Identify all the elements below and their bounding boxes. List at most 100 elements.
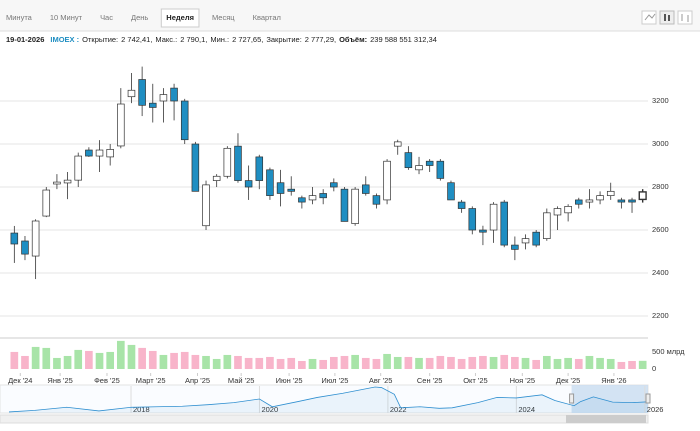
- candle-body: [638, 191, 647, 201]
- volume-bar: [329, 356, 338, 369]
- x-tick-label: Сен '25: [417, 376, 443, 385]
- tab[interactable]: Час: [100, 13, 113, 22]
- candle-body: [170, 87, 178, 102]
- candle-body: [393, 141, 402, 147]
- candle-body: [42, 189, 51, 217]
- candle-body: [468, 208, 477, 231]
- icon-line[interactable]: [641, 10, 657, 25]
- info-text: Мин.:: [210, 35, 229, 44]
- volume-bar: [361, 357, 370, 369]
- info-text: Закрытие:: [266, 35, 301, 44]
- volume-bar: [287, 357, 296, 369]
- volume-bar: [436, 355, 445, 369]
- candle-body: [404, 152, 413, 169]
- info-text: 2 777,29,: [305, 35, 336, 44]
- navigator-bg: [0, 384, 649, 414]
- info-text: 2 790,1,: [180, 35, 207, 44]
- candle-body: [383, 160, 391, 201]
- scrollbar[interactable]: [0, 414, 649, 424]
- candle-body: [74, 155, 82, 181]
- volume-bar: [383, 353, 391, 369]
- candle-body: [308, 195, 317, 201]
- x-tick-label: Май '25: [228, 376, 255, 385]
- candle-body: [511, 244, 519, 250]
- x-tick-label: 2020: [261, 405, 278, 414]
- y-tick-label: 3000: [652, 139, 669, 148]
- info-text: 19-01-2026: [6, 35, 44, 44]
- candle-body: [95, 149, 104, 157]
- candle-body: [31, 220, 40, 257]
- info-line: 19-01-2026 IMOEX : Открытие: 2 742,41, Макс.…: [6, 35, 437, 44]
- y-tick-label: 2600: [652, 225, 669, 234]
- volume-bar: [319, 359, 328, 369]
- candle-body: [606, 190, 615, 196]
- candle-body: [617, 199, 626, 203]
- candle-body: [532, 231, 540, 246]
- tab[interactable]: Неделя: [166, 13, 194, 22]
- info-text: Объём:: [339, 35, 367, 44]
- candle-body: [628, 199, 636, 203]
- candle-body: [255, 156, 264, 181]
- volume-bar: [106, 351, 115, 369]
- x-tick-label: Янв '26: [601, 376, 626, 385]
- tabs: Минута 10 Минут Час День Неделя Месяц Квартал: [6, 8, 281, 28]
- candle-body: [287, 188, 295, 192]
- volume-bar: [95, 352, 104, 369]
- candle-body: [500, 201, 508, 246]
- x-tick-label: Авг '25: [369, 376, 393, 385]
- volume-bar: [447, 356, 455, 369]
- volume-bar: [63, 355, 72, 369]
- candle-body: [543, 212, 551, 239]
- volume-bar: [170, 352, 178, 369]
- volume-bar: [500, 354, 509, 369]
- tab[interactable]: Квартал: [253, 13, 281, 22]
- volume-bar: [42, 347, 51, 369]
- volume-bar: [53, 357, 61, 369]
- candle-body: [340, 188, 349, 222]
- volume-bar: [138, 347, 146, 369]
- volume-bar: [457, 358, 466, 369]
- volume-bar: [468, 356, 477, 369]
- volume-bar: [340, 355, 349, 369]
- volume-bar: [159, 354, 168, 369]
- volume-bar: [202, 355, 210, 369]
- candle-body: [212, 175, 221, 181]
- x-tick-label: Янв '25: [47, 376, 72, 385]
- volume-bar: [372, 358, 381, 369]
- volume-bar: [628, 360, 636, 369]
- candle-body: [117, 103, 125, 147]
- candle-body: [223, 147, 232, 177]
- volume-bar: [511, 356, 519, 369]
- x-tick-label: 2024: [518, 405, 535, 414]
- icon-bars[interactable]: [677, 10, 693, 25]
- candle-body: [298, 197, 306, 203]
- x-tick-label: Июл '25: [321, 376, 348, 385]
- info-text: Открытие:: [82, 35, 118, 44]
- volume-bar: [596, 357, 604, 369]
- candle-body: [202, 184, 210, 227]
- tab[interactable]: Минута: [6, 13, 33, 22]
- volume-bar: [308, 358, 317, 369]
- volume-bar: [404, 356, 413, 369]
- tab[interactable]: 10 Минут: [50, 13, 83, 22]
- navigator-handle[interactable]: [645, 393, 651, 404]
- info-text: IMOEX :: [50, 35, 79, 44]
- info-text: 2 742,41,: [121, 35, 152, 44]
- icon-candle[interactable]: [659, 10, 675, 25]
- tab[interactable]: День: [131, 13, 148, 22]
- volume-bar: [276, 358, 285, 369]
- candle-body: [436, 160, 445, 179]
- candle-body: [330, 182, 338, 188]
- volume-bar: [542, 355, 551, 369]
- candle-body: [457, 201, 466, 209]
- candle-body: [425, 160, 434, 166]
- scrollbar-thumb[interactable]: [566, 415, 646, 423]
- y-tick-label: 3200: [652, 96, 669, 105]
- volume-bar: [223, 354, 232, 369]
- navigator-handle[interactable]: [569, 393, 575, 404]
- x-tick-label: Апр '25: [185, 376, 210, 385]
- volume-bar: [585, 355, 594, 369]
- tab[interactable]: Месяц: [212, 13, 235, 22]
- volume-bar: [606, 358, 615, 369]
